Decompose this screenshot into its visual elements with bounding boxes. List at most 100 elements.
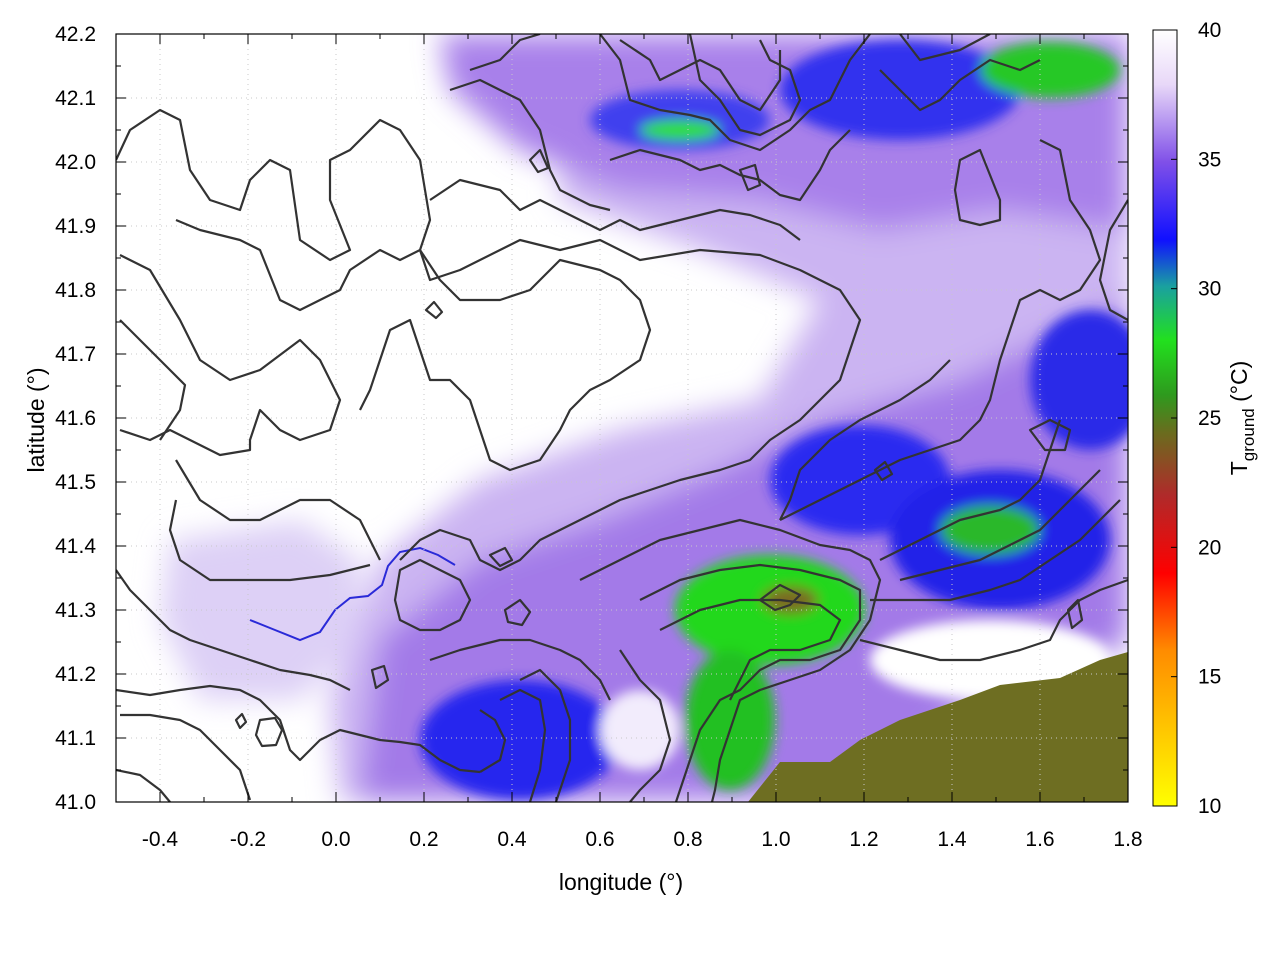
contour-line <box>899 34 991 62</box>
contour-line <box>116 684 481 774</box>
contour-line <box>503 598 532 627</box>
y-tick-label: 41.4 <box>55 535 96 558</box>
grid-lines <box>116 34 1128 802</box>
contour-line <box>688 34 802 137</box>
contour-line <box>429 638 611 701</box>
contour-line <box>873 460 894 482</box>
contour-line <box>619 39 782 112</box>
contour-line <box>953 148 1002 227</box>
x-tick-label: 0.6 <box>585 828 614 851</box>
contour-line <box>479 709 507 773</box>
contour-line <box>1066 598 1084 630</box>
y-tick-label: 41.6 <box>55 407 96 430</box>
x-tick-label: -0.4 <box>142 828 179 851</box>
contour-line <box>499 688 547 802</box>
contour-line <box>116 768 171 802</box>
y-tick-label: 41.7 <box>55 343 96 366</box>
contour-line <box>175 459 381 561</box>
x-tick-label: 1.8 <box>1113 828 1142 851</box>
contour-line <box>429 178 801 241</box>
contour-line <box>519 668 572 802</box>
colorbar-tick-label: 20 <box>1198 536 1221 559</box>
x-axis-title: longitude (°) <box>559 869 683 895</box>
blue-patch-ne <box>1030 310 1128 450</box>
y-tick-label: 41.5 <box>55 471 96 494</box>
colorbar-ticks: 10 15 20 25 30 35 40 <box>1171 19 1221 818</box>
contour-line <box>899 469 1101 582</box>
contour-line <box>119 254 342 457</box>
y-tick-label: 41.1 <box>55 727 96 750</box>
y-tick-label: 41.8 <box>55 279 96 302</box>
green-patch-south <box>685 650 775 790</box>
contour-line <box>659 598 842 701</box>
y-tick-label: 41.0 <box>55 791 96 814</box>
blue-patch-sw <box>420 680 620 800</box>
x-tick-label: 0.2 <box>409 828 438 851</box>
x-tick-label: 1.6 <box>1025 828 1054 851</box>
y-tick-label: 41.9 <box>55 215 96 238</box>
elevation-contours <box>116 34 1128 802</box>
x-tick-label: 1.4 <box>937 828 967 851</box>
y-tick-label: 42.1 <box>55 87 96 110</box>
contour-line <box>738 163 762 192</box>
x-tick-label: 1.2 <box>849 828 878 851</box>
y-tick-label: 41.3 <box>55 599 96 622</box>
contour-line <box>599 34 871 152</box>
contour-line <box>870 499 1121 602</box>
y-axis: 41.0 41.1 41.2 41.3 41.4 41.5 41.6 41.7 41.8 41.9… <box>55 23 1128 814</box>
contour-line <box>779 359 951 521</box>
contour-line <box>424 300 444 320</box>
brown-patch-center <box>762 586 818 614</box>
y-tick-label: 42.0 <box>55 151 96 174</box>
x-tick-label: 0.8 <box>673 828 702 851</box>
y-axis-title: latitude (°) <box>23 367 49 472</box>
colorbar-tick-label: 35 <box>1198 148 1221 171</box>
white-patch-south <box>600 690 680 770</box>
contour-line <box>528 148 550 174</box>
y-tick-label: 41.2 <box>55 663 96 686</box>
colorbar: 10 15 20 25 30 35 40 Tground (°C) <box>1152 19 1258 818</box>
contour-line <box>1028 418 1072 452</box>
contour-line <box>370 664 390 690</box>
contour-line <box>175 218 652 472</box>
contour-line <box>116 569 351 691</box>
contour-line <box>758 583 802 612</box>
colorbar-tick-label: 30 <box>1198 278 1221 301</box>
colorbar-title-sub: ground <box>1239 408 1258 461</box>
contour-line <box>879 419 1062 561</box>
x-tick-label: 0.4 <box>497 828 527 851</box>
colorbar-tick-label: 10 <box>1198 795 1221 818</box>
contour-line <box>609 129 851 202</box>
green-patch-center <box>675 555 865 665</box>
contour-line <box>619 649 672 802</box>
contour-line <box>879 58 1041 112</box>
contour-line <box>120 713 252 801</box>
green-patch-north <box>640 120 720 140</box>
contour-line <box>859 578 1128 662</box>
contour-line <box>168 499 371 582</box>
contour-line <box>254 716 284 748</box>
colorbar-tick-label: 25 <box>1198 407 1221 430</box>
west-light-patch <box>160 520 360 700</box>
x-tick-label: -0.2 <box>230 828 266 851</box>
contour-line <box>469 34 541 72</box>
colorbar-title-main: T <box>1226 461 1252 475</box>
contour-line <box>639 563 862 802</box>
contour-line <box>449 78 611 212</box>
contour-line <box>488 546 514 568</box>
contour-line <box>116 108 862 572</box>
sea-region <box>748 652 1128 802</box>
contour-line <box>234 712 248 730</box>
contour-line <box>779 139 1102 521</box>
y-tick-label: 42.2 <box>55 23 96 46</box>
x-tick-label: 0.0 <box>321 828 350 851</box>
colorbar-title: Tground (°C) <box>1226 361 1258 476</box>
contour-line <box>1098 199 1128 321</box>
colorbar-tick-label: 40 <box>1198 19 1221 42</box>
green-patch-ne <box>980 42 1120 98</box>
contour-line <box>119 319 187 441</box>
contour-line <box>393 558 472 632</box>
river <box>249 546 456 642</box>
x-axis: -0.4 -0.2 0.0 0.2 0.4 0.6 0.8 1.0 1.2 1.4 1.6 1.8 <box>115 34 1143 851</box>
